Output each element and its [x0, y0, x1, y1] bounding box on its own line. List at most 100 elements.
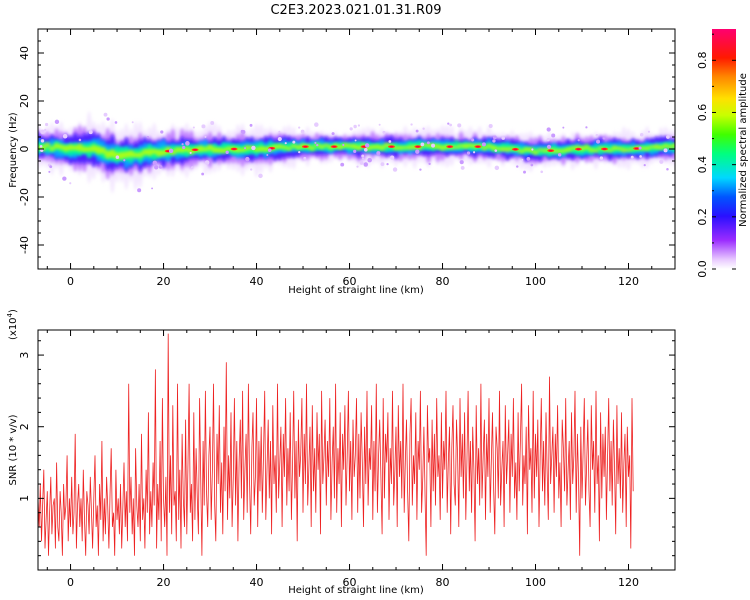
colorbar-tick-label: 0.2 — [696, 208, 709, 226]
band-speckle — [78, 138, 82, 142]
band-speckle — [115, 155, 120, 159]
band-speckle — [103, 112, 108, 117]
band-speckle — [420, 142, 425, 147]
band-speckle — [106, 117, 110, 121]
band-speckle — [659, 159, 664, 164]
band-speckle — [492, 135, 497, 140]
band-speckle — [88, 130, 93, 135]
band-speckle — [154, 165, 159, 170]
band-peak-core — [548, 149, 553, 152]
band-speckle — [331, 132, 335, 136]
band-speckle — [390, 155, 395, 160]
band-speckle — [376, 151, 381, 156]
band-speckle — [131, 121, 134, 124]
band-cell — [499, 146, 507, 152]
band-cell — [625, 148, 632, 152]
band-speckle — [62, 176, 67, 181]
band-speckle — [367, 157, 372, 163]
band-cell — [337, 144, 344, 150]
band-speckle — [530, 163, 534, 167]
band-speckle — [123, 159, 126, 162]
band-speckle — [460, 166, 465, 170]
band-peak-core — [269, 147, 274, 150]
band-speckle — [363, 162, 369, 167]
band-speckle — [551, 133, 556, 138]
band-cell — [611, 145, 618, 151]
band-speckle — [666, 135, 670, 139]
band-speckle — [380, 162, 385, 167]
band-speckle — [599, 156, 604, 160]
y-tick-label: 40 — [18, 46, 31, 60]
band-speckle — [39, 145, 43, 148]
band-speckle — [258, 173, 263, 179]
band-speckle — [639, 132, 644, 137]
band-speckle — [357, 124, 361, 127]
band-speckle — [602, 136, 606, 140]
band-speckle — [359, 160, 364, 165]
band-cell — [532, 150, 539, 155]
band-cell — [137, 152, 144, 158]
band-speckle — [114, 121, 118, 124]
snr-multiplier: (x104) — [6, 309, 19, 340]
band-speckle — [431, 143, 436, 148]
band-speckle — [488, 124, 493, 129]
band-speckle — [158, 165, 163, 169]
spectrogram-x-ticks: 0 20 40 60 80 100 120 — [46, 29, 676, 288]
band-speckle — [363, 147, 368, 152]
band-speckle — [459, 160, 464, 165]
band-speckle — [250, 168, 253, 171]
band-speckle — [643, 164, 646, 167]
band-speckle — [492, 139, 496, 143]
band-speckle — [182, 145, 186, 150]
band-speckle — [340, 162, 345, 167]
band-speckle — [577, 138, 580, 142]
band-cell — [657, 145, 665, 150]
band-speckle — [146, 136, 150, 139]
band-speckle — [349, 127, 353, 131]
band-cell — [81, 146, 88, 153]
band-speckle — [353, 124, 357, 129]
band-cell — [67, 144, 74, 151]
band-cell — [95, 145, 102, 155]
x-tick-label: 100 — [525, 576, 546, 589]
band-speckles — [39, 112, 670, 193]
band-peak-core — [634, 147, 639, 150]
band-speckle — [201, 124, 206, 129]
band-cell — [44, 142, 51, 148]
band-cell — [285, 147, 293, 151]
band-speckle — [364, 143, 370, 148]
band-speckle — [44, 128, 47, 132]
band-speckle — [466, 151, 471, 155]
band-speckle — [137, 188, 142, 193]
band-speckle — [546, 127, 551, 132]
band-speckle — [472, 151, 476, 154]
band-speckle — [666, 167, 669, 171]
band-speckle — [447, 122, 450, 125]
band-speckle — [501, 136, 505, 140]
colorbar-tick-label: 0.6 — [696, 104, 709, 122]
band-cell — [141, 148, 149, 156]
band-speckle — [595, 133, 599, 137]
band-speckle — [342, 143, 345, 147]
band-speckle — [540, 170, 544, 174]
band-cell — [132, 152, 139, 158]
band-speckle — [663, 148, 668, 153]
band-peak-core — [447, 145, 452, 148]
band-speckle — [362, 157, 365, 160]
band-speckle — [314, 141, 317, 144]
band-speckle — [596, 139, 601, 144]
x-tick-label: 80 — [436, 576, 450, 589]
band-speckle — [419, 168, 422, 171]
x-tick-label: 100 — [525, 275, 546, 288]
band-cell — [583, 145, 590, 150]
band-speckle — [204, 160, 210, 165]
band-speckle — [353, 149, 357, 153]
band-speckle — [521, 158, 524, 161]
band-speckle — [426, 141, 430, 145]
band-peak-core — [332, 145, 337, 148]
colorbar-tick-label: 0.8 — [696, 52, 709, 70]
x-tick-label: 120 — [618, 275, 639, 288]
band-speckle — [249, 123, 253, 127]
band-peak-core — [475, 145, 480, 148]
band-speckle — [303, 156, 307, 160]
